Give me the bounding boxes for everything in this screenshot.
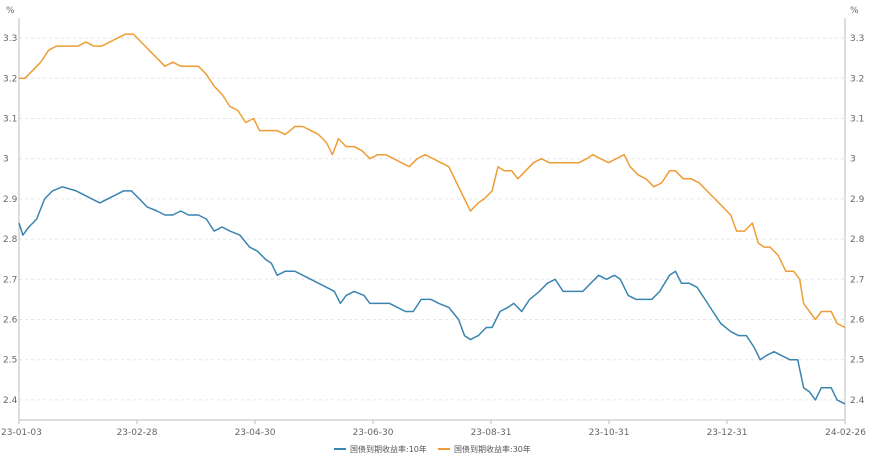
y-tick-label-right: 3	[850, 155, 856, 165]
series-line-10y	[18, 186, 846, 405]
y-tick-label-right: 2.7	[850, 275, 864, 285]
x-tick-label: 23-10-31	[589, 428, 630, 438]
y-tick-label-right: 2.5	[850, 356, 864, 366]
y-tick-label-right: 2.6	[850, 316, 865, 326]
y-tick-label-left: 2.4	[3, 396, 18, 406]
legend-item-10y[interactable]: 国债到期收益率:10年	[334, 444, 427, 454]
y-tick-label-left: 2.6	[3, 316, 18, 326]
legend-label-30y: 国债到期收益率:30年	[454, 444, 531, 454]
x-tick-label: 23-08-31	[471, 428, 512, 438]
y-tick-label-right: 3.1	[850, 115, 864, 125]
legend-label-10y: 国债到期收益率:10年	[350, 444, 427, 454]
y-tick-label-left: 2.5	[3, 356, 17, 366]
x-tick-label: 23-12-31	[707, 428, 748, 438]
series-lines	[18, 33, 846, 405]
y-tick-label-left: 3	[3, 155, 9, 165]
y-tick-label-right: 2.4	[850, 396, 865, 406]
axes	[18, 18, 846, 421]
x-tick-label: 23-06-30	[353, 428, 394, 438]
series-line-30y	[19, 33, 846, 329]
left-axis-unit: %	[6, 6, 15, 16]
y-tick-label-left: 2.9	[3, 195, 18, 205]
y-tick-label-left: 3.1	[3, 115, 17, 125]
y-tick-labels-left: 2.4 2.5 2.6 2.7 2.8 2.9 3 3.1 3.2 3.3	[3, 34, 18, 406]
y-tick-label-left: 2.7	[3, 275, 17, 285]
x-tick-labels: 23-01-03 23-02-28 23-04-30 23-06-30 23-08-31…	[1, 420, 866, 438]
gridlines	[19, 37, 845, 401]
y-tick-label-left: 2.8	[3, 235, 18, 245]
y-tick-labels-right: 2.4 2.5 2.6 2.7 2.8 2.9 3 3.1 3.2 3.3	[850, 34, 865, 406]
right-axis-unit: %	[850, 6, 859, 16]
x-tick-label: 24-02-26	[825, 428, 866, 438]
x-tick-label: 23-01-03	[1, 428, 42, 438]
y-tick-label-right: 2.9	[850, 195, 865, 205]
legend-item-30y[interactable]: 国债到期收益率:30年	[438, 444, 531, 454]
x-tick-label: 23-02-28	[117, 428, 158, 438]
y-tick-label-right: 3.3	[850, 34, 864, 44]
y-tick-label-right: 2.8	[850, 235, 865, 245]
y-tick-label-left: 3.3	[3, 34, 17, 44]
legend: 国债到期收益率:10年 国债到期收益率:30年	[334, 444, 531, 454]
y-tick-label-right: 3.2	[850, 74, 864, 84]
y-tick-label-left: 3.2	[3, 74, 17, 84]
x-tick-label: 23-04-30	[235, 428, 276, 438]
